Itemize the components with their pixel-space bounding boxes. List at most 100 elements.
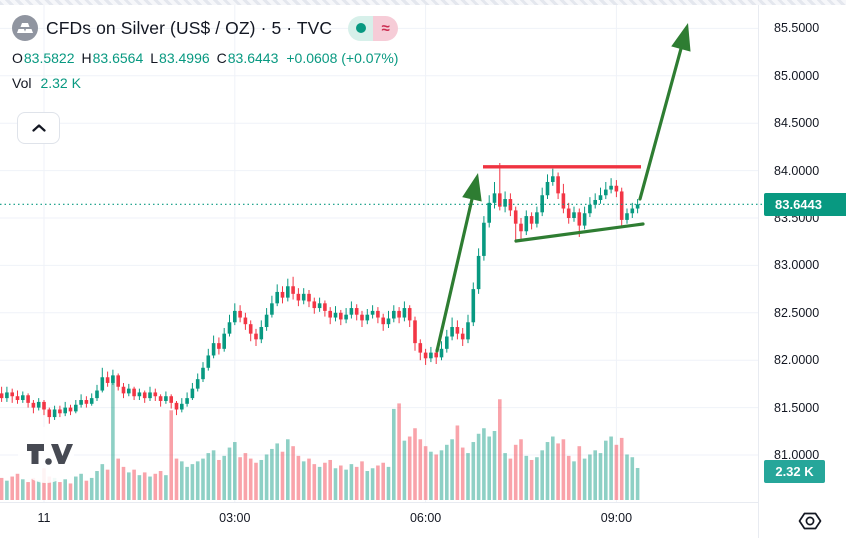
candle-down: [460, 333, 465, 340]
candle-down: [254, 333, 258, 340]
candle-up: [450, 327, 454, 337]
candle-up: [487, 202, 491, 223]
candle-up: [593, 199, 597, 205]
volume-bar-down: [508, 458, 513, 500]
volume-bar-down: [217, 459, 221, 500]
candle-down: [280, 291, 285, 298]
approx-icon: ≈: [381, 19, 390, 37]
volume-bar-down: [381, 462, 385, 500]
candle-up: [180, 403, 184, 410]
time-axis[interactable]: 11 03:00 06:00 09:00: [0, 511, 758, 531]
candle-up: [185, 398, 189, 404]
volume-bar-up: [535, 457, 539, 500]
volume-bar-up: [180, 461, 184, 500]
volume-bar-up: [625, 454, 629, 500]
price-axis[interactable]: 85.5000 85.0000 84.5000 84.0000 83.5000 83.00…: [758, 0, 846, 502]
candle-up: [148, 392, 152, 399]
volume-bar-down: [498, 399, 502, 500]
candle-down: [158, 396, 163, 401]
collapse-legend-button[interactable]: [17, 112, 60, 144]
volume-bar-up: [195, 461, 200, 500]
candle-up: [429, 352, 433, 359]
time-axis-separator: [0, 502, 758, 503]
volume-bar-down: [116, 458, 120, 500]
candle-down: [360, 314, 364, 321]
price-tick-label: 81.5000: [774, 400, 820, 415]
candle-up: [471, 289, 476, 323]
volume-bar-down: [243, 453, 248, 500]
candle-up: [445, 336, 449, 349]
candle-down: [58, 409, 62, 414]
candle-up: [79, 400, 83, 405]
volume-bar-down: [254, 462, 258, 500]
price-axis-separator: [758, 5, 759, 538]
volume-bar-down: [413, 428, 417, 500]
volume-bar-up: [604, 440, 608, 500]
candle-down: [31, 402, 36, 408]
approximate-data-button[interactable]: ≈: [373, 15, 399, 41]
volume-bar-up: [211, 450, 216, 500]
volume-bar-down: [323, 462, 327, 500]
volume-bar-down: [519, 439, 523, 500]
volume-bar-up: [89, 477, 94, 500]
symbol-status-pills: ≈: [348, 15, 399, 41]
volume-bar-up: [127, 472, 131, 500]
volume-bar-down: [619, 437, 624, 500]
symbol-title[interactable]: CFDs on Silver (US$ / OZ) · 5 · TVC: [46, 17, 333, 38]
volume-bar-up: [137, 475, 142, 500]
candle-up: [100, 377, 105, 391]
tradingview-watermark: [18, 427, 74, 483]
volume-bar-down: [360, 461, 364, 500]
candle-down: [84, 400, 89, 404]
volume-label: Vol: [12, 75, 32, 91]
volume-bar-down: [418, 439, 423, 500]
candle-up: [190, 388, 195, 399]
candle-down: [243, 317, 248, 325]
volume-bar-up: [190, 464, 195, 500]
volume-bar-down: [423, 446, 428, 500]
candle-up: [333, 312, 338, 318]
volume-bar-up: [100, 464, 105, 500]
volume-bar-down: [84, 480, 89, 500]
candle-down: [614, 185, 619, 192]
symbol-logo-icon: [12, 15, 38, 41]
last-price-badge: 83.6443: [764, 192, 846, 216]
price-tick-label: 84.5000: [774, 116, 820, 131]
volume-bar-up: [370, 468, 375, 500]
candle-up: [195, 379, 200, 389]
candle-down: [153, 392, 158, 397]
volume-bar-down: [238, 457, 242, 500]
low-value: 83.4996: [159, 50, 210, 66]
candle-up: [466, 322, 470, 340]
volume-bar-up: [301, 461, 306, 500]
candle-down: [47, 409, 52, 418]
quick-settings-button[interactable]: [795, 509, 825, 533]
volume-bar-down: [174, 458, 179, 500]
volume-bar-up: [111, 375, 115, 500]
candle-up: [402, 308, 407, 318]
candle-down: [26, 395, 30, 403]
volume-bar-down: [296, 455, 301, 500]
volume-bar-up: [598, 453, 603, 500]
candle-up: [588, 204, 592, 214]
close-value: 83.6443: [227, 50, 279, 66]
volume-bar-up: [286, 439, 290, 500]
market-status-button[interactable]: [348, 15, 374, 41]
volume-bar-down: [153, 473, 158, 500]
candle-up: [392, 310, 396, 319]
volume-bar-up: [524, 455, 529, 500]
tradingview-logo-icon: [51, 444, 73, 464]
candle-down: [291, 286, 295, 294]
volume-value: 2.32 K: [40, 75, 81, 91]
candle-down: [296, 293, 301, 301]
candle-up: [540, 195, 544, 213]
volume-bar-up: [551, 436, 555, 500]
candle-up: [630, 208, 635, 214]
change-value: +0.0608 (+0.07%): [286, 50, 399, 66]
open-value: 83.5822: [23, 50, 75, 66]
candle-down: [529, 216, 534, 224]
candle-up: [127, 388, 131, 394]
volume-bar-down: [312, 464, 317, 500]
